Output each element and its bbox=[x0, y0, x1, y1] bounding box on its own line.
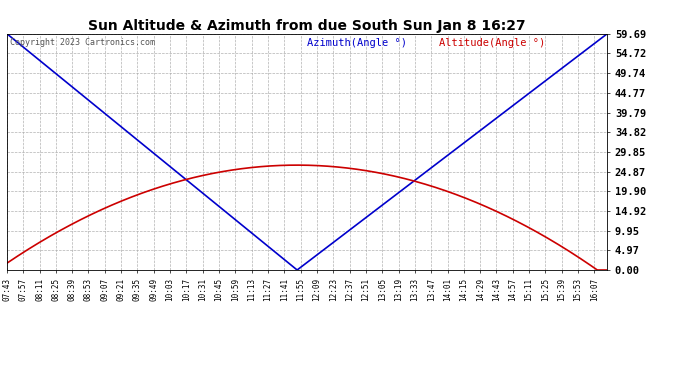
Text: Azimuth(Angle °): Azimuth(Angle °) bbox=[307, 39, 407, 48]
Text: Copyright 2023 Cartronics.com: Copyright 2023 Cartronics.com bbox=[10, 39, 155, 48]
Text: Altitude(Angle °): Altitude(Angle °) bbox=[439, 39, 545, 48]
Title: Sun Altitude & Azimuth from due South Sun Jan 8 16:27: Sun Altitude & Azimuth from due South Su… bbox=[88, 19, 526, 33]
